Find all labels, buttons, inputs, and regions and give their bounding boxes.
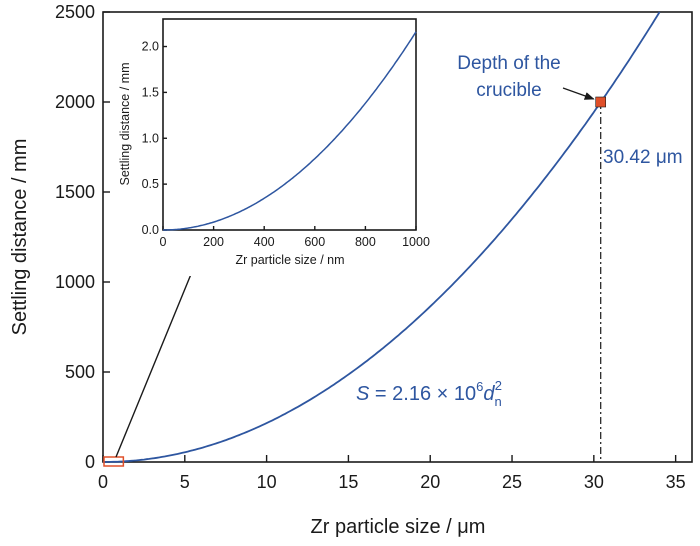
main-x-tick-label-6: 30 [584,472,604,492]
equation-lhs: S [356,383,370,405]
main-y-tick-label-5: 2500 [55,2,95,22]
main-y-tick-label-0: 0 [85,452,95,472]
main-x-tick-label-3: 15 [338,472,358,492]
inset-y-tick-label-4: 2.0 [142,40,159,54]
zoom-region-box [103,456,125,467]
main-y-tick-label-2: 1000 [55,272,95,292]
inset-y-axis-title: Settling distance / mm [118,63,132,186]
inset-x-tick-label-4: 800 [355,235,376,249]
inset-plot-frame [162,18,417,231]
main-x-tick-label-2: 10 [257,472,277,492]
inset-x-tick-label-3: 600 [304,235,325,249]
inset-y-tick-label-1: 0.5 [142,177,159,191]
equation-exponent: 6 [476,379,483,394]
inset-series-line [163,31,417,231]
inset-x-tick-label-0: 0 [160,235,167,249]
equation-eq: = 2.16 × 10 [369,383,476,405]
equation-variable: d [483,383,495,405]
depth-label-line-1: Depth of the [457,53,561,74]
depth-annotation-arrow [562,87,595,100]
equation-subscript: n [494,394,501,409]
main-y-tick-label-3: 1500 [55,182,95,202]
main-plot-frame [102,11,693,463]
inset-y-ticks: 0.0 0.5 1.0 1.5 2.0 [142,40,167,237]
main-x-tick-label-5: 25 [502,472,522,492]
inset-y-tick-label-3: 1.5 [142,85,159,99]
inset-y-tick-label-0: 0.0 [142,223,159,237]
main-y-axis-title: Settling distance / mm [9,139,31,336]
main-x-axis-title: Zr particle size / μm [311,516,486,538]
main-x-tick-label-1: 5 [180,472,190,492]
inset-x-ticks: 0 200 400 600 800 1000 [160,226,430,249]
main-y-tick-label-1: 500 [65,362,95,382]
crucible-depth-marker [595,96,607,108]
main-x-tick-label-4: 20 [420,472,440,492]
main-x-tick-label-7: 35 [666,472,686,492]
main-x-tick-label-0: 0 [98,472,108,492]
equation-superscript: 2 [495,378,502,393]
main-series-line [103,11,661,463]
main-y-ticks: 0 500 1000 1500 2000 2500 [55,2,110,472]
equation-label: S = 2.16 × 106dn2 [356,378,502,409]
inset-x-tick-label-2: 400 [254,235,275,249]
depth-label-line-2: crucible [476,80,541,101]
inset-plot: 0 200 400 600 800 1000 0.0 0.5 1.0 1.5 2.0 Zr par… [113,14,430,276]
main-y-tick-label-4: 2000 [55,92,95,112]
main-x-ticks: 0 5 10 15 20 25 30 35 [98,455,686,492]
inset-x-axis-title: Zr particle size / nm [235,253,344,267]
inset-y-tick-label-2: 1.0 [142,131,159,145]
inset-x-tick-label-1: 200 [203,235,224,249]
inset-x-tick-label-5: 1000 [402,235,430,249]
inset-background [113,14,421,276]
zoom-arrow [115,261,197,458]
particle-size-label: 30.42 μm [603,147,683,168]
